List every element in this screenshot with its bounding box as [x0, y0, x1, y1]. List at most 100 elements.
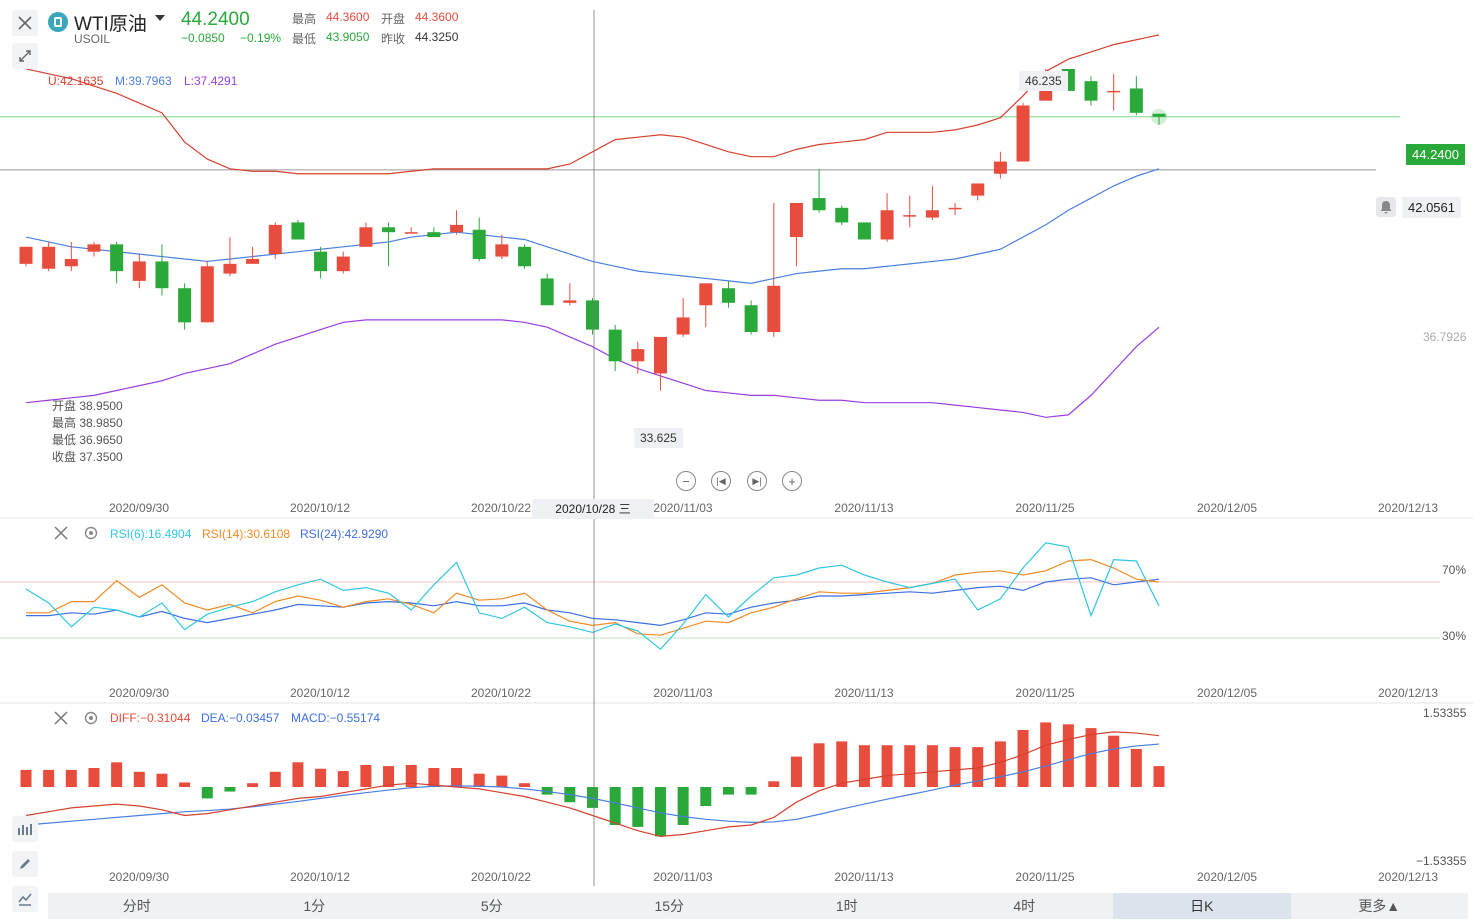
max-price-tag: 46.235 — [1019, 71, 1068, 91]
dropdown-caret-icon[interactable] — [155, 15, 165, 21]
alert-bell-icon[interactable] — [1376, 197, 1396, 217]
macd-close-button[interactable] — [54, 711, 68, 730]
macd-bar — [722, 787, 734, 795]
rsi-70-label: 70% — [1442, 563, 1467, 577]
more-button[interactable]: 更多▲ — [1358, 898, 1401, 914]
candle-body — [178, 288, 192, 323]
candle-body — [540, 278, 554, 306]
close-button[interactable] — [12, 10, 38, 36]
prev-close-label: 昨收 — [381, 32, 406, 46]
gear-icon — [84, 711, 98, 725]
instrument-name[interactable]: WTI原油 — [74, 14, 147, 35]
min-price-tag: 33.625 — [634, 428, 683, 448]
date-axis-label: 2020/11/03 — [653, 870, 712, 884]
macd-bar — [43, 769, 55, 787]
macd-bar — [519, 783, 531, 787]
crosshair-high: 最高 38.9850 — [52, 416, 123, 430]
macd-diff-legend: DIFF:−0.31044 — [110, 711, 191, 725]
high-value: 44.3600 — [326, 10, 370, 24]
macd-bar — [768, 781, 780, 787]
zoom-out-button[interactable]: − — [676, 471, 696, 491]
macd-bar — [428, 768, 440, 787]
collapse-button[interactable] — [12, 43, 38, 69]
prev-close-value: 44.3250 — [415, 30, 459, 44]
chart-type-button[interactable] — [12, 886, 38, 912]
rsi24-line — [26, 577, 1160, 627]
line-chart-icon — [18, 893, 32, 906]
candle-body — [835, 207, 849, 223]
macd-bar — [813, 743, 825, 787]
macd-bar — [949, 747, 961, 787]
close-icon — [54, 526, 68, 540]
step-forward-button[interactable]: ▶| — [747, 471, 767, 491]
tf-5m[interactable]: 5分 — [480, 898, 503, 914]
open-label: 开盘 — [381, 12, 406, 26]
candle-body — [42, 246, 56, 269]
candle-body — [1016, 105, 1030, 162]
macd-bar — [269, 771, 281, 787]
minus-icon: − — [682, 473, 690, 489]
macd-bar — [315, 768, 327, 787]
crosshair-date-tag: 2020/10/28 三 — [532, 499, 654, 519]
candle-body — [495, 244, 509, 257]
boll-upper-legend: U:42.1635 — [48, 74, 104, 88]
date-axis-label: 2020/10/22 — [471, 870, 531, 884]
macd-bar — [1130, 749, 1142, 787]
tf-4h[interactable]: 4时 — [1013, 898, 1036, 914]
draw-tool-button[interactable] — [12, 851, 38, 877]
macd-bar — [473, 773, 485, 787]
last-price-glow — [1151, 108, 1167, 125]
macd-settings-button[interactable] — [84, 711, 98, 730]
macd-bar — [247, 783, 259, 787]
macd-bar — [654, 787, 666, 837]
macd-dea-legend: DEA:−0.03457 — [201, 711, 280, 725]
candle-body — [110, 244, 124, 272]
macd-bar — [836, 741, 848, 787]
candle-body — [314, 251, 328, 272]
tf-timeline[interactable]: 分时 — [122, 898, 151, 914]
tf-1m[interactable]: 1分 — [303, 898, 326, 914]
crosshair-open: 开盘 38.9500 — [52, 399, 123, 413]
open-value: 44.3600 — [415, 10, 459, 24]
candle-body — [427, 232, 441, 238]
indicator-button[interactable] — [12, 816, 38, 842]
instrument-code: USOIL — [74, 32, 111, 46]
candle-body — [1084, 81, 1098, 101]
step-back-button[interactable]: |◀ — [711, 471, 731, 491]
candle-body — [971, 183, 985, 196]
tf-daily[interactable]: 日K — [1113, 893, 1291, 919]
date-axis-label: 2020/10/22 — [471, 501, 531, 515]
macd-bar — [201, 787, 213, 799]
zoom-in-button[interactable]: + — [782, 471, 802, 491]
rsi-settings-button[interactable] — [84, 526, 98, 545]
date-axis-label: 2020/11/25 — [1015, 870, 1074, 884]
pencil-icon — [20, 859, 30, 869]
macd-bar — [926, 745, 938, 787]
candle-body — [1107, 90, 1121, 93]
axis-low-label: 36.7926 — [1423, 330, 1467, 344]
low-label: 最低 — [292, 32, 317, 46]
tf-15m[interactable]: 15分 — [654, 898, 685, 914]
high-label: 最高 — [292, 12, 317, 26]
boll-mid-legend: M:39.7963 — [115, 74, 172, 88]
candle-body — [382, 227, 396, 233]
low-value: 43.9050 — [326, 30, 370, 44]
candle-body — [472, 229, 486, 259]
candle-body — [744, 305, 758, 333]
macd-bar — [292, 762, 304, 787]
rsi14-line — [26, 558, 1160, 636]
candle-body — [404, 232, 418, 234]
date-axis-label: 2020/11/13 — [834, 686, 893, 700]
macd-bar — [587, 787, 598, 808]
rsi-close-button[interactable] — [54, 526, 68, 545]
macd-bar — [881, 745, 893, 787]
macd-bar — [360, 764, 372, 787]
shrink-icon — [19, 50, 31, 62]
candle-body — [291, 222, 305, 240]
macd-bar — [383, 766, 395, 787]
candle-body — [563, 300, 577, 303]
macd-bar — [496, 775, 508, 787]
macd-bar — [745, 787, 757, 795]
tf-1h[interactable]: 1时 — [835, 898, 858, 914]
